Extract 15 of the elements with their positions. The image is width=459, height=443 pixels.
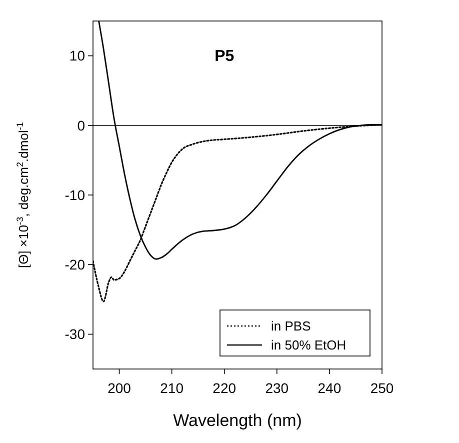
- y-tick-label: 0: [77, 117, 86, 134]
- y-tick-label: -10: [64, 186, 86, 203]
- x-tick-label: 210: [160, 380, 184, 396]
- x-tick-label: 240: [318, 380, 342, 396]
- x-axis-title: Wavelength (nm): [173, 411, 302, 430]
- legend-label: in 50% EtOH: [271, 338, 346, 353]
- text: P5: [214, 48, 234, 65]
- x-tick-label: 250: [370, 380, 394, 396]
- y-tick-label: -20: [64, 256, 86, 272]
- x-tick-label: 200: [108, 380, 132, 396]
- y-tick-label: 10: [69, 48, 86, 64]
- x-tick-label: 230: [265, 380, 289, 396]
- y-tick-label: -30: [64, 326, 86, 342]
- x-tick-label: 220: [212, 380, 236, 396]
- legend-label: in PBS: [271, 318, 312, 334]
